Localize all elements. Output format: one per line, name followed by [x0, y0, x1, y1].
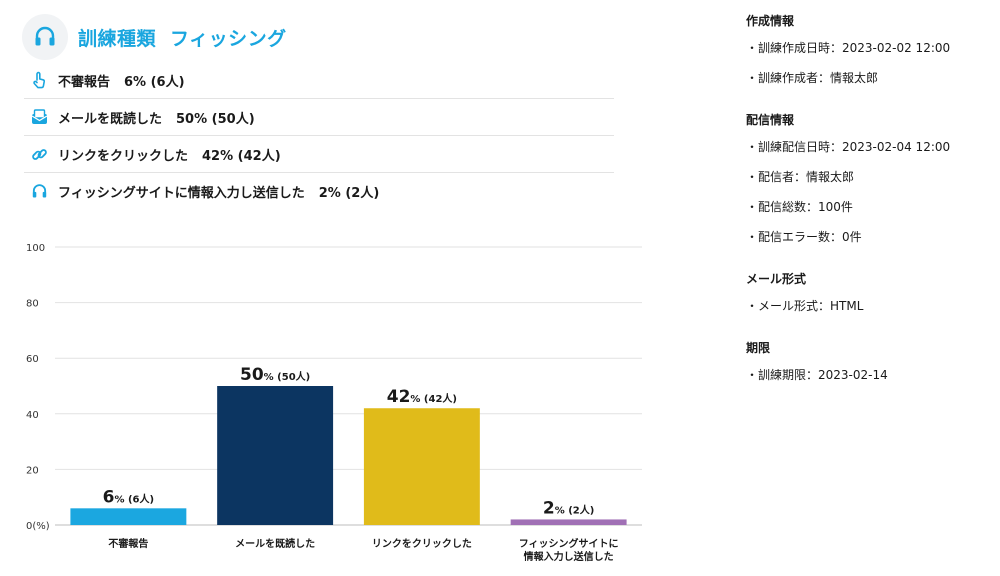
stat-label: 不審報告	[58, 74, 111, 90]
headset-icon	[30, 182, 48, 200]
data-label-detail: % (42人)	[410, 392, 457, 405]
y-tick-label: 60	[26, 354, 39, 365]
info-panel: 作成情報 ・訓練作成日時：2023-02-02 12:00 ・訓練作成者：情報太…	[746, 12, 996, 408]
envelope-open-icon	[30, 108, 48, 126]
x-tick-label: メールを既読した	[235, 537, 315, 550]
y-tick-label: 100	[26, 243, 45, 254]
info-item: ・メール形式：HTML	[746, 299, 864, 313]
section-title: メール形式	[746, 272, 807, 286]
bar	[217, 386, 334, 525]
info-item: ・配信総数：100件	[746, 200, 853, 214]
mail-format-section: メール形式 ・メール形式：HTML	[746, 270, 996, 314]
stat-row-clicked: リンクをクリックした 42% (42人)	[24, 136, 614, 173]
y-tick-label: 20	[26, 465, 39, 476]
y-tick-label: 0(%)	[26, 521, 50, 532]
data-label-detail: % (2人)	[555, 503, 595, 516]
section-title: 作成情報	[746, 14, 795, 28]
training-type-value: フィッシング	[170, 27, 287, 50]
header-icon-badge	[22, 14, 68, 60]
info-item: ・訓練配信日時：2023-02-04 12:00	[746, 140, 951, 154]
data-label-value: 2	[543, 498, 555, 518]
header-title-label: 訓練種類	[78, 27, 157, 50]
data-label: 50% (50人)	[240, 365, 310, 385]
y-tick-label: 80	[26, 299, 39, 310]
stat-value: 42% (42人)	[202, 148, 281, 164]
bar-chart: 0(%) 20 40 60 80 100 6% (6人) 不審報告 50% (50人) メールを既…	[26, 243, 642, 563]
stat-row-opened: メールを既読した 50% (50人)	[24, 99, 614, 136]
stat-value: 50% (50人)	[176, 111, 255, 127]
training-type-header: 訓練種類 フィッシング	[22, 14, 287, 60]
info-item: ・配信エラー数：0件	[746, 230, 862, 244]
y-tick-label: 40	[26, 410, 39, 421]
hand-touch-icon	[30, 71, 48, 89]
headset-icon	[35, 26, 55, 46]
data-label-value: 6	[103, 487, 115, 507]
data-label: 2% (2人)	[543, 498, 594, 518]
stat-label: フィッシングサイトに情報入力し送信した	[58, 185, 305, 201]
info-item: ・訓練作成日時：2023-02-02 12:00	[746, 41, 951, 55]
data-label-detail: % (50人)	[264, 370, 311, 383]
stat-label: リンクをクリックした	[58, 148, 189, 164]
x-tick-label: フィッシングサイトに	[519, 537, 619, 550]
data-label: 6% (6人)	[103, 487, 154, 507]
delivery-info-section: 配信情報 ・訓練配信日時：2023-02-04 12:00 ・配信者：情報太郎 …	[746, 111, 996, 245]
bar	[363, 408, 480, 525]
stats-list: 不審報告 6% (6人) メールを既読した 50% (50人) リンクをクリック…	[24, 62, 614, 209]
bar	[510, 519, 627, 525]
stat-label: メールを既読した	[58, 111, 163, 127]
data-label-value: 42	[387, 387, 411, 407]
x-tick-label: 不審報告	[108, 537, 148, 550]
page-title: 訓練種類 フィッシング	[78, 24, 287, 51]
info-item: ・配信者：情報太郎	[746, 170, 855, 184]
bar	[70, 508, 187, 525]
creation-info-section: 作成情報 ・訓練作成日時：2023-02-02 12:00 ・訓練作成者：情報太…	[746, 12, 996, 86]
section-title: 配信情報	[746, 113, 795, 127]
stat-row-submitted: フィッシングサイトに情報入力し送信した 2% (2人)	[24, 173, 614, 209]
data-label-value: 50	[240, 365, 264, 385]
stat-value: 6% (6人)	[124, 74, 185, 90]
deadline-section: 期限 ・訓練期限：2023-02-14	[746, 339, 996, 383]
section-title: 期限	[746, 341, 771, 355]
link-icon	[30, 145, 48, 163]
info-item: ・訓練作成者：情報太郎	[746, 71, 879, 85]
info-item: ・訓練期限：2023-02-14	[746, 368, 888, 382]
x-tick-label: 情報入力し送信した	[524, 550, 614, 563]
data-label: 42% (42人)	[387, 387, 457, 407]
data-label-detail: % (6人)	[114, 492, 154, 505]
stat-value: 2% (2人)	[318, 185, 380, 201]
stat-row-report: 不審報告 6% (6人)	[24, 62, 614, 99]
x-tick-label: リンクをクリックした	[372, 538, 472, 550]
